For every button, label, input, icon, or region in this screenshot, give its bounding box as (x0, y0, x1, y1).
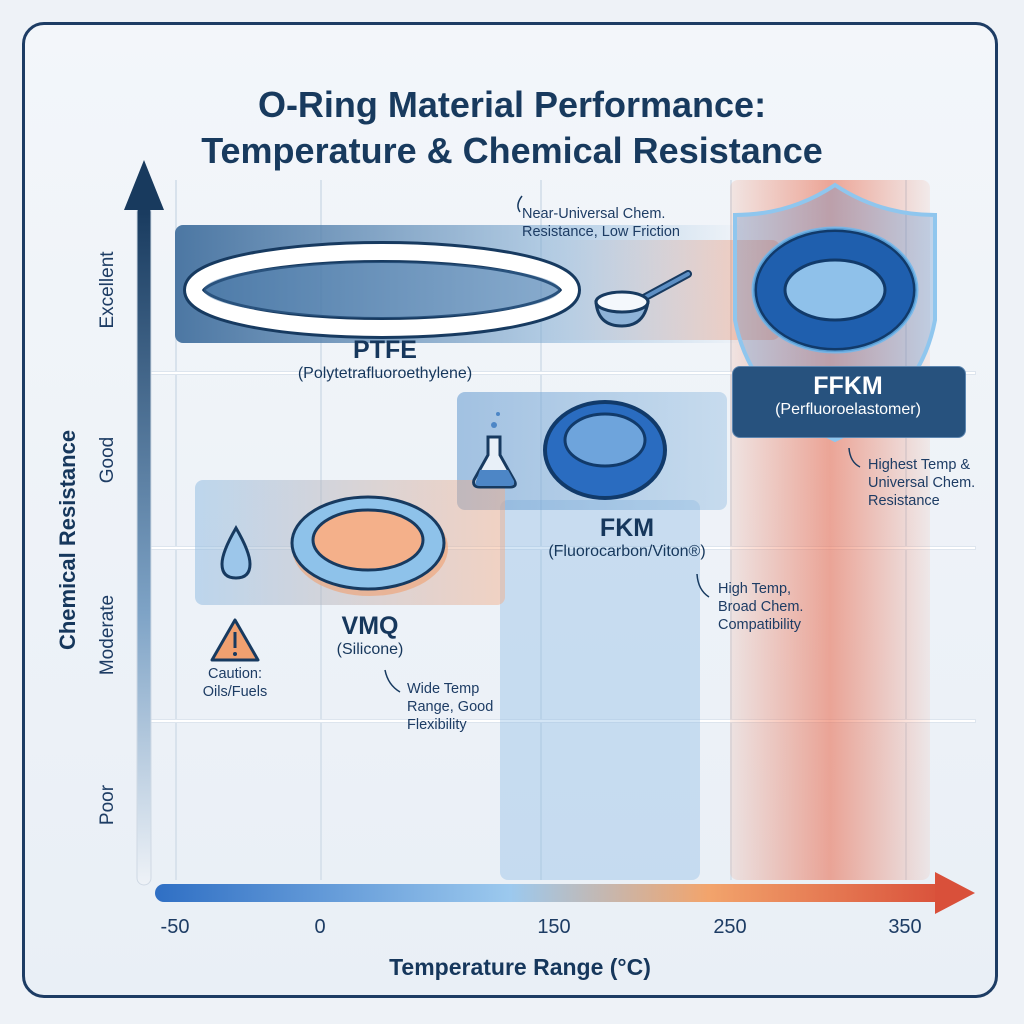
fkm-label: FKM (Fluorocarbon/Viton®) (548, 514, 705, 561)
x-axis (155, 872, 975, 914)
ptfe-label: PTFE (Polytetrafluoroethylene) (298, 336, 472, 383)
material-full-name: (Perfluoroelastomer) (775, 401, 921, 418)
x-tick-label: 350 (888, 916, 922, 938)
x-tick-label: 150 (537, 916, 571, 938)
water-drop-icon (220, 525, 252, 580)
caution-note: Caution: Oils/Fuels (202, 666, 268, 700)
y-level-label: Excellent (97, 251, 118, 329)
y-level-label: Moderate (97, 594, 118, 676)
fkm-temp-band (500, 500, 700, 880)
x-tick-label: 250 (713, 916, 747, 938)
y-axis-label: Chemical Resistance (55, 429, 80, 651)
material-full-name: (Polytetrafluoroethylene) (297, 365, 473, 382)
warning-icon (210, 618, 260, 662)
x-axis-label: Temperature Range (°C) (389, 954, 651, 980)
fkm-ring (543, 400, 667, 500)
frying-pan-icon (594, 270, 692, 328)
grid-line (150, 547, 975, 549)
vmq-note: Wide Temp Range, Good Flexibility (407, 681, 494, 733)
ffkm-note: Highest Temp & Universal Chem. Resistanc… (868, 457, 976, 509)
ptfe-note: Near-Universal Chem. Resistance, Low Fri… (522, 206, 680, 240)
vmq-label: VMQ (Silicone) (337, 612, 404, 659)
material-name: FFKM (813, 372, 883, 400)
ffkm-label-box (732, 366, 966, 438)
x-tick-label: 0 (314, 916, 326, 938)
material-full-name: (Silicone) (336, 641, 404, 658)
material-name: FKM (599, 514, 655, 542)
grid-line (150, 720, 975, 722)
grid-line (540, 180, 542, 880)
chart-title: O-Ring Material Performance: Temperature… (0, 82, 1024, 174)
ptfe-ring (183, 241, 581, 339)
vmq-ring (290, 495, 448, 596)
material-name: VMQ (341, 612, 399, 640)
y-level-label: Good (97, 436, 118, 484)
y-level-label: Poor (97, 784, 118, 826)
material-full-name: (Fluorocarbon/Viton®) (548, 543, 706, 560)
grid-line (150, 372, 975, 374)
x-tick-label: -50 (160, 916, 190, 938)
fkm-note: High Temp, Broad Chem. Compatibility (718, 581, 804, 633)
title-line-1: O-Ring Material Performance: (257, 84, 767, 125)
ffkm-label: FFKM (Perfluoroelastomer) (775, 372, 921, 419)
callout-lines (384, 195, 861, 693)
ffkm-ring (751, 226, 919, 354)
title-line-2: Temperature & Chemical Resistance (201, 130, 823, 171)
y-axis (124, 160, 164, 886)
grid-line (175, 180, 177, 880)
material-name: PTFE (353, 336, 417, 364)
flask-icon (472, 412, 517, 489)
